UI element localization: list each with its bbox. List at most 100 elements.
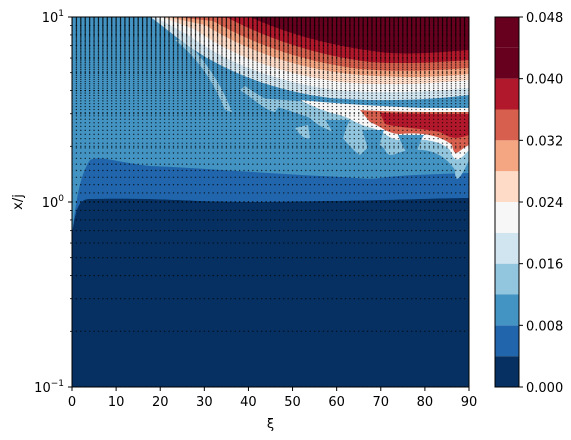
grid-marker xyxy=(185,129,188,132)
grid-marker xyxy=(388,152,391,154)
grid-marker xyxy=(150,89,153,92)
grid-marker xyxy=(375,87,378,89)
grid-marker xyxy=(265,94,267,97)
grid-marker xyxy=(437,330,439,333)
grid-marker xyxy=(141,176,144,178)
grid-marker xyxy=(393,122,395,124)
grid-marker xyxy=(111,80,113,83)
grid-marker xyxy=(388,133,391,136)
grid-marker xyxy=(203,67,206,69)
grid-marker xyxy=(75,229,78,232)
grid-marker xyxy=(137,142,139,144)
grid-marker xyxy=(380,152,382,154)
grid-marker xyxy=(450,70,453,73)
grid-marker xyxy=(190,176,192,178)
grid-marker xyxy=(424,298,426,300)
grid-marker xyxy=(115,176,117,178)
grid-marker xyxy=(181,157,183,160)
grid-marker xyxy=(309,330,311,333)
grid-marker xyxy=(410,105,413,108)
grid-marker xyxy=(216,145,219,148)
grid-marker xyxy=(358,157,360,160)
grid-marker xyxy=(225,125,228,128)
grid-marker xyxy=(155,102,157,105)
grid-marker xyxy=(230,142,232,144)
grid-marker xyxy=(300,219,303,221)
grid-marker xyxy=(441,169,444,172)
grid-marker xyxy=(358,142,360,144)
grid-marker xyxy=(428,209,430,212)
grid-marker xyxy=(287,229,289,232)
grid-marker xyxy=(124,145,126,148)
grid-marker xyxy=(349,78,351,81)
grid-marker xyxy=(124,74,126,77)
grid-marker xyxy=(305,184,307,186)
grid-marker xyxy=(291,163,294,165)
grid-marker xyxy=(455,108,457,111)
grid-marker xyxy=(146,92,148,94)
grid-marker xyxy=(437,242,439,244)
grid-marker xyxy=(446,102,448,105)
grid-marker xyxy=(260,330,263,333)
grid-marker xyxy=(428,137,430,140)
grid-marker xyxy=(375,229,378,232)
grid-marker xyxy=(106,72,108,75)
grid-marker xyxy=(159,94,161,97)
grid-marker xyxy=(133,157,135,160)
grid-marker xyxy=(300,68,303,71)
grid-marker xyxy=(309,94,311,97)
grid-marker xyxy=(366,201,369,203)
grid-marker xyxy=(415,74,417,77)
grid-marker xyxy=(75,78,78,81)
grid-marker xyxy=(252,76,254,79)
grid-marker xyxy=(75,176,78,178)
grid-marker xyxy=(433,147,435,149)
grid-marker xyxy=(424,94,426,97)
grid-marker xyxy=(260,122,263,124)
grid-marker xyxy=(163,85,166,87)
grid-marker xyxy=(115,70,117,73)
grid-marker xyxy=(88,157,91,160)
grid-marker xyxy=(388,157,391,160)
grid-marker xyxy=(375,94,378,97)
grid-marker xyxy=(433,97,435,99)
grid-marker xyxy=(141,68,144,71)
grid-marker xyxy=(133,100,135,102)
grid-marker xyxy=(243,163,245,165)
grid-marker xyxy=(181,145,183,148)
grid-marker xyxy=(322,274,325,277)
grid-marker xyxy=(212,115,214,117)
grid-marker xyxy=(265,87,267,89)
grid-marker xyxy=(75,169,78,172)
grid-marker xyxy=(291,152,294,154)
grid-marker xyxy=(106,74,108,77)
grid-marker xyxy=(375,129,378,132)
grid-marker xyxy=(397,219,400,221)
grid-marker xyxy=(137,76,139,79)
grid-marker xyxy=(455,74,457,77)
grid-marker xyxy=(375,163,378,165)
grid-marker xyxy=(410,163,413,165)
grid-marker xyxy=(111,105,113,108)
grid-marker xyxy=(128,80,131,83)
grid-marker xyxy=(388,192,391,194)
grid-marker xyxy=(296,145,298,148)
grid-marker xyxy=(199,92,201,94)
grid-marker xyxy=(459,147,461,149)
grid-marker xyxy=(208,100,210,102)
grid-marker xyxy=(309,102,311,105)
grid-marker xyxy=(133,229,135,232)
grid-marker xyxy=(194,78,197,81)
grid-marker xyxy=(437,94,439,97)
grid-marker xyxy=(190,330,192,333)
grid-marker xyxy=(393,176,395,178)
grid-marker xyxy=(133,122,135,124)
grid-marker xyxy=(291,192,294,194)
grid-marker xyxy=(375,80,378,83)
grid-marker xyxy=(441,137,444,140)
grid-marker xyxy=(177,115,179,117)
grid-marker xyxy=(349,256,351,259)
grid-marker xyxy=(450,209,453,212)
grid-marker xyxy=(278,137,281,140)
grid-marker xyxy=(309,145,311,148)
